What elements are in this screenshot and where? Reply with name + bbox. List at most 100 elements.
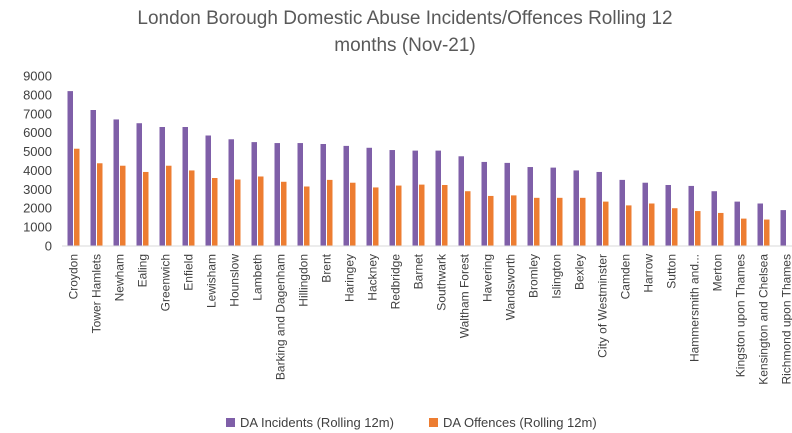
bar-offences xyxy=(235,179,241,246)
bar-incidents xyxy=(159,127,165,246)
legend-label-offences: DA Offences (Rolling 12m) xyxy=(443,415,597,430)
legend-swatch-offences xyxy=(429,418,438,427)
x-category-label: Enfield xyxy=(182,254,196,291)
x-category-label: Brent xyxy=(320,253,334,282)
chart-title-line-1: London Borough Domestic Abuse Incidents/… xyxy=(137,8,672,29)
bar-incidents xyxy=(67,91,73,246)
bar-incidents xyxy=(274,143,280,246)
bar-incidents xyxy=(251,142,257,246)
x-category-label: Hammersmith and... xyxy=(688,254,702,362)
x-category-label: Harrow xyxy=(642,254,656,293)
bar-offences xyxy=(304,186,310,246)
x-category-label: Bromley xyxy=(527,254,541,298)
x-category-label: Wandsworth xyxy=(504,254,518,320)
x-category-label: Lambeth xyxy=(251,254,265,301)
bar-offences xyxy=(327,179,333,246)
x-category-label: Hackney xyxy=(366,254,380,301)
x-category-label: Barking and Dagenham xyxy=(274,254,288,380)
x-category-label: Haringey xyxy=(343,254,357,302)
bar-offences xyxy=(419,184,425,246)
y-tick-label: 6000 xyxy=(23,125,52,140)
bar-incidents xyxy=(757,203,763,246)
bar-incidents xyxy=(665,184,671,246)
chart-title: London Borough Domestic Abuse Incidents/… xyxy=(137,8,672,56)
y-tick-label: 1000 xyxy=(23,220,52,235)
y-tick-label: 8000 xyxy=(23,87,52,102)
x-category-label: Croydon xyxy=(67,254,81,299)
bar-offences xyxy=(350,182,356,246)
bar-incidents xyxy=(297,143,303,246)
bar-offences xyxy=(396,185,402,246)
legend-swatch-incidents xyxy=(226,418,235,427)
bar-incidents xyxy=(711,191,717,246)
x-category-label: Southwark xyxy=(435,253,449,311)
bar-offences xyxy=(672,208,678,246)
bar-offences xyxy=(74,148,80,246)
bar-incidents xyxy=(136,123,142,246)
x-category-label: Kingston upon Thames xyxy=(734,254,748,377)
bar-offences xyxy=(143,171,149,246)
bar-incidents xyxy=(573,170,579,246)
bar-incidents xyxy=(619,179,625,246)
x-category-label: Richmond upon Thames xyxy=(780,254,792,385)
bar-incidents xyxy=(90,110,96,246)
bar-offences xyxy=(764,219,770,246)
bar-incidents xyxy=(366,147,372,246)
bar-offences xyxy=(580,197,586,246)
bar-incidents xyxy=(481,161,487,246)
x-category-label: Camden xyxy=(619,254,633,299)
x-category-label: Newham xyxy=(113,254,127,301)
bar-incidents xyxy=(113,119,119,246)
bar-offences xyxy=(626,205,632,246)
bar-offences xyxy=(189,170,195,246)
legend: DA Incidents (Rolling 12m) DA Offences (… xyxy=(226,415,597,430)
x-category-label: Hillingdon xyxy=(297,254,311,307)
bar-incidents xyxy=(205,135,211,246)
legend-label-incidents: DA Incidents (Rolling 12m) xyxy=(240,415,394,430)
x-category-label: Havering xyxy=(481,254,495,302)
bar-incidents xyxy=(642,182,648,246)
x-category-label: Greenwich xyxy=(159,254,173,311)
x-category-label: Redbridge xyxy=(389,254,403,310)
bar-offences xyxy=(258,176,264,246)
x-category-label: Sutton xyxy=(665,254,679,289)
bar-incidents xyxy=(527,167,533,246)
bar-incidents xyxy=(504,162,510,246)
x-category-label: Barnet xyxy=(412,253,426,289)
bar-offences xyxy=(442,184,448,246)
bar-incidents xyxy=(389,150,395,246)
bar-incidents xyxy=(343,145,349,246)
x-category-label: Lewisham xyxy=(205,254,219,308)
y-tick-label: 3000 xyxy=(23,182,52,197)
bar-offences xyxy=(718,212,724,246)
bar-offences xyxy=(281,181,287,246)
bar-incidents xyxy=(596,171,602,246)
y-tick-label: 5000 xyxy=(23,144,52,159)
bar-offences xyxy=(488,195,494,246)
x-category-label: City of Westminster xyxy=(596,254,610,358)
y-tick-label: 4000 xyxy=(23,163,52,178)
bar-offences xyxy=(166,165,172,246)
x-category-label: Kensington and Chelsea xyxy=(757,254,771,385)
x-category-label: Tower Hamlets xyxy=(90,254,104,333)
x-category-label: Islington xyxy=(550,254,564,299)
x-category-label: Ealing xyxy=(136,254,150,287)
x-category-label: Merton xyxy=(711,254,725,291)
x-axis-labels: Croydon Tower Hamlets Newham Ealing Greenwic… xyxy=(67,253,792,385)
bars xyxy=(67,91,786,246)
bar-incidents xyxy=(780,210,786,246)
bar-offences xyxy=(557,197,563,246)
y-tick-label: 2000 xyxy=(23,201,52,216)
bar-offences xyxy=(511,195,517,246)
x-category-label: Waltham Forest xyxy=(458,253,472,338)
y-tick-label: 0 xyxy=(45,239,52,254)
bar-offences xyxy=(212,178,218,246)
bar-incidents xyxy=(182,127,188,246)
bar-incidents xyxy=(412,150,418,246)
x-category-label: Bexley xyxy=(573,254,587,290)
bar-offences xyxy=(741,218,747,246)
bar-offences xyxy=(465,191,471,246)
bar-incidents xyxy=(458,156,464,246)
y-axis: 0 1000 2000 3000 4000 5000 6000 7000 8000 9000 xyxy=(23,69,52,254)
bar-offences xyxy=(695,211,701,246)
